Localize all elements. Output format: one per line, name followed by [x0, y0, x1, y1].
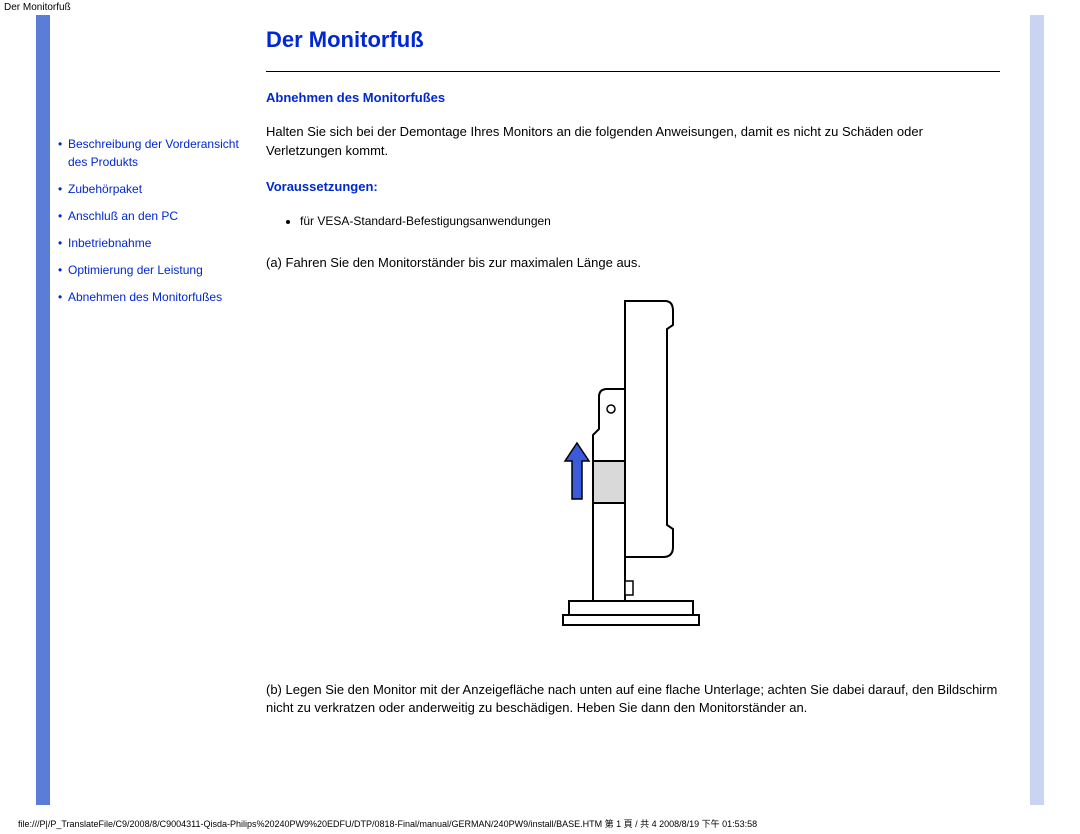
sidebar-nav: Beschreibung der Vorderansicht des Produ…: [58, 135, 248, 315]
step-a-text: (a) Fahren Sie den Monitorständer bis zu…: [266, 254, 1000, 273]
title-divider: [266, 71, 1000, 72]
footer-file-path: file:///P|/P_TranslateFile/C9/2008/8/C90…: [0, 817, 1080, 830]
section-heading-remove: Abnehmen des Monitorfußes: [266, 90, 1000, 105]
page-body: Beschreibung der Vorderansicht des Produ…: [18, 15, 1062, 805]
sidebar-item-description[interactable]: Beschreibung der Vorderansicht des Produ…: [58, 135, 248, 171]
section-heading-prereq: Voraussetzungen:: [266, 179, 1000, 194]
left-accent-bar: [36, 15, 50, 805]
sidebar-item-optimize[interactable]: Optimierung der Leistung: [58, 261, 248, 279]
right-accent-bar: [1030, 15, 1044, 805]
main-content: Der Monitorfuß Abnehmen des Monitorfußes…: [266, 27, 1020, 736]
sidebar-item-remove-base[interactable]: Abnehmen des Monitorfußes: [58, 288, 248, 306]
sidebar-item-getting-started[interactable]: Inbetriebnahme: [58, 234, 248, 252]
intro-paragraph: Halten Sie sich bei der Demontage Ihres …: [266, 123, 1000, 161]
page-title: Der Monitorfuß: [266, 27, 1000, 53]
step-b-text: (b) Legen Sie den Monitor mit der Anzeig…: [266, 681, 1000, 719]
monitor-side-view-icon: [533, 293, 733, 653]
prereq-list: für VESA-Standard-Befestigungsanwendunge…: [266, 212, 1000, 230]
prereq-item: für VESA-Standard-Befestigungsanwendunge…: [300, 212, 1000, 230]
monitor-diagram: [266, 293, 1000, 653]
window-title: Der Monitorfuß: [0, 0, 1080, 15]
sidebar-item-accessories[interactable]: Zubehörpaket: [58, 180, 248, 198]
sidebar-item-connect-pc[interactable]: Anschluß an den PC: [58, 207, 248, 225]
